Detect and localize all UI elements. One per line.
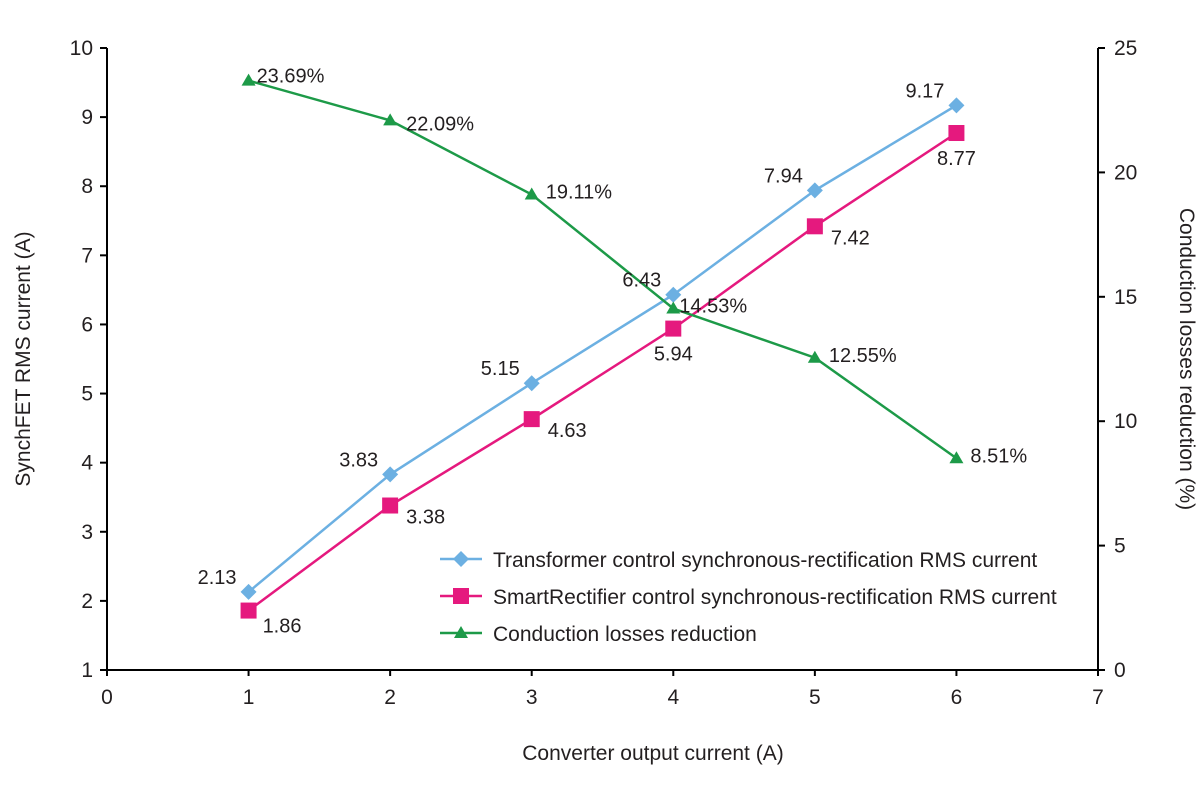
y2-axis-title: Conduction losses reduction (%) [1175, 208, 1198, 510]
series-line-conduction-losses [248, 79, 958, 460]
data-label-smartrectifier: 4.63 [548, 420, 587, 442]
y-tick-label: 2 [81, 590, 93, 613]
x-tick-label: 6 [951, 686, 963, 709]
y2-tick-label: 25 [1114, 37, 1137, 60]
y-tick-label: 9 [81, 106, 93, 129]
data-point-conduction-losses [241, 73, 256, 86]
data-label-smartrectifier: 3.38 [406, 507, 445, 529]
data-label-conduction-losses: 19.11% [546, 182, 613, 204]
x-tick-label: 3 [526, 686, 538, 709]
legend-label: SmartRectifier control synchronous-recti… [493, 586, 1057, 609]
data-point-transformer [240, 583, 257, 600]
data-label-transformer: 7.94 [764, 165, 803, 187]
data-label-conduction-losses: 12.55% [829, 345, 897, 367]
y-tick-label: 4 [81, 452, 93, 475]
data-label-conduction-losses: 22.09% [406, 113, 474, 135]
data-point-conduction-losses [383, 113, 398, 126]
data-point-transformer [806, 182, 823, 199]
legend-label: Conduction losses reduction [493, 623, 757, 646]
y2-tick-label: 20 [1114, 161, 1137, 184]
y2-tick-label: 0 [1114, 659, 1126, 682]
y-axis-title: SynchFET RMS current (A) [12, 231, 35, 486]
legend: Transformer control synchronous-rectific… [440, 549, 1057, 646]
data-label-smartrectifier: 7.42 [831, 227, 870, 249]
data-label-transformer: 6.43 [622, 270, 661, 292]
y-tick-label: 5 [81, 383, 93, 406]
y2-tick-label: 15 [1114, 286, 1137, 309]
y-tick-label: 3 [81, 521, 93, 544]
data-label-transformer: 9.17 [905, 80, 944, 102]
data-point-conduction-losses [524, 187, 539, 200]
y-tick-label: 7 [81, 244, 93, 267]
legend-label: Transformer control synchronous-rectific… [493, 549, 1037, 572]
y-tick-label: 8 [81, 175, 93, 198]
x-tick-label: 7 [1092, 686, 1104, 709]
data-point-smartrectifier [523, 411, 540, 428]
data-label-smartrectifier: 8.77 [937, 148, 976, 170]
data-point-transformer [665, 286, 682, 303]
data-point-smartrectifier [806, 218, 823, 235]
data-point-smartrectifier [665, 320, 682, 337]
x-axis-title: Converter output current (A) [522, 742, 783, 765]
data-point-smartrectifier [948, 125, 965, 142]
y2-tick-label: 5 [1114, 535, 1126, 558]
data-label-conduction-losses: 8.51% [970, 445, 1027, 467]
x-tick-label: 4 [667, 686, 679, 709]
data-point-transformer [382, 466, 399, 483]
data-label-smartrectifier: 1.86 [263, 616, 302, 638]
y2-tick-label: 10 [1114, 410, 1137, 433]
legend-marker [453, 588, 469, 604]
data-point-conduction-losses [949, 451, 964, 464]
data-label-transformer: 5.15 [481, 358, 520, 380]
y-tick-label: 10 [70, 37, 93, 60]
data-label-conduction-losses: 14.53% [679, 295, 747, 317]
y-tick-label: 6 [81, 313, 93, 336]
data-label-transformer: 2.13 [198, 567, 237, 589]
x-tick-label: 5 [809, 686, 821, 709]
legend-marker [454, 626, 468, 638]
x-tick-label: 1 [243, 686, 255, 709]
data-point-transformer [948, 97, 965, 114]
y-tick-label: 1 [81, 659, 93, 682]
x-tick-label: 0 [101, 686, 113, 709]
series-line-smartrectifier [247, 131, 958, 612]
data-label-conduction-losses: 23.69% [257, 66, 325, 88]
data-point-transformer [523, 375, 540, 392]
data-point-conduction-losses [666, 301, 681, 314]
x-tick-label: 2 [384, 686, 396, 709]
series-line-transformer [247, 104, 958, 593]
data-label-smartrectifier: 5.94 [654, 344, 693, 366]
data-point-smartrectifier [382, 497, 399, 514]
legend-marker [453, 551, 469, 567]
data-point-smartrectifier [240, 602, 257, 619]
data-label-transformer: 3.83 [339, 449, 378, 471]
data-point-conduction-losses [807, 350, 822, 363]
